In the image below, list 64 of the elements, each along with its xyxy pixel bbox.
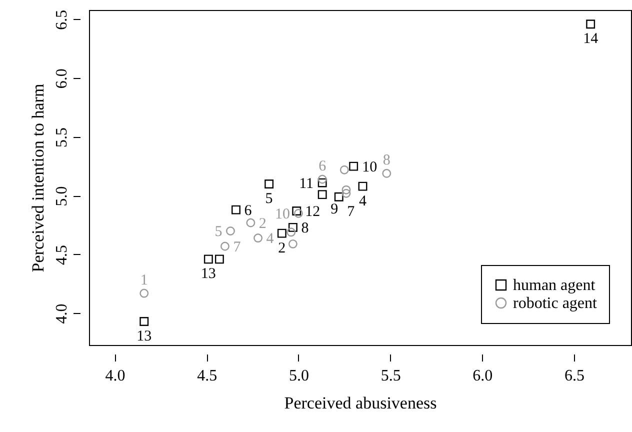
point [254,234,263,242]
point [286,228,296,237]
x-axis-title: Perceived abusiveness [284,394,437,412]
y-tick-label: 4.0 [54,304,70,324]
point [586,20,596,29]
point [204,254,213,264]
annotation: 10 [362,159,378,176]
x-tick-label: 6.5 [564,368,585,384]
point [334,192,344,202]
point [342,185,351,194]
annotation: 4 [359,193,368,210]
y-tick-label: 6.5 [54,10,70,30]
point [220,242,230,251]
point [342,188,351,198]
point [382,168,392,178]
y-tick-label: 6.0 [54,68,70,89]
annotation: 7 [347,204,356,220]
point [340,165,349,174]
legend-label: human agent [513,277,596,294]
annotation: 6 [318,158,327,174]
point [318,190,327,200]
annotation: 8 [301,220,309,236]
y-axis-title: Perceived intention to harm [28,84,48,272]
annotation: 11 [299,176,314,192]
point [294,208,303,218]
point [232,205,240,214]
annotation: 5 [214,224,222,240]
point [246,218,256,228]
y-tick-label: 5.0 [54,186,70,206]
point [318,174,327,184]
annotation: 13 [136,328,152,344]
point [349,162,358,171]
annotation: 10 [274,206,290,222]
annotation: 1 [140,272,148,288]
annotation: 9 [330,202,338,218]
annotation: 6 [244,202,252,219]
point [288,239,298,248]
x-tick-label: 6.0 [472,368,493,384]
y-tick-label: 5.5 [54,127,70,148]
legend-label: robotic agent [513,295,598,312]
x-tick-label: 4.5 [197,368,218,384]
point [140,317,149,326]
annotation: 5 [265,190,273,207]
point [318,178,327,188]
point [226,226,235,236]
point [140,288,149,298]
point [358,182,368,191]
point [292,206,302,216]
annotation: 12 [305,204,320,220]
point [264,179,274,188]
annotation: 14 [583,31,599,48]
point [288,222,298,232]
x-tick-label: 5.5 [380,368,401,384]
point [214,254,224,264]
annotation: 2 [278,240,286,256]
y-tick-label: 4.5 [54,244,70,265]
x-tick-label: 4.0 [105,368,126,384]
annotation: 2 [258,216,266,232]
x-tick-label: 5.0 [288,368,309,384]
annotation: 13 [200,266,216,282]
annotation: 4 [266,231,274,248]
point [277,228,286,238]
annotation: 7 [233,239,242,256]
annotation: 8 [382,152,390,168]
